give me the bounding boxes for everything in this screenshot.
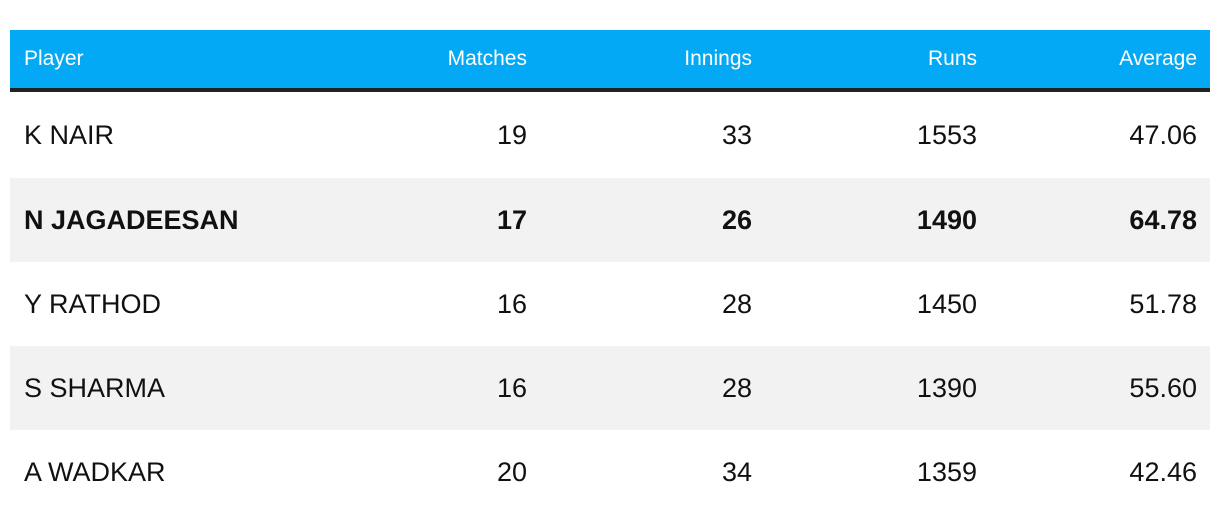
table-row: K NAIR 19 33 1553 47.06 (10, 92, 1210, 178)
player-cell: A WADKAR (24, 456, 166, 487)
innings-cell: 34 (721, 456, 752, 487)
innings-cell: 26 (721, 204, 752, 235)
table-row: A WADKAR 20 34 1359 42.46 (10, 430, 1210, 514)
column-header-innings: Innings (684, 47, 752, 70)
runs-cell: 1450 (916, 288, 977, 319)
player-cell: K NAIR (24, 119, 115, 150)
innings-cell: 33 (721, 119, 752, 150)
stats-table: Player Matches Innings Runs Average K NA… (10, 30, 1210, 514)
runs-cell: 1553 (916, 119, 977, 150)
player-cell: Y RATHOD (24, 288, 162, 319)
matches-cell: 17 (496, 204, 527, 235)
runs-cell: 1359 (916, 456, 977, 487)
column-header-player: Player (24, 47, 84, 70)
average-cell: 64.78 (1129, 204, 1197, 235)
average-cell: 51.78 (1129, 288, 1197, 319)
player-cell: S SHARMA (24, 372, 166, 403)
player-cell: N JAGADEESAN (24, 204, 239, 235)
matches-cell: 16 (496, 372, 527, 403)
innings-cell: 28 (721, 372, 752, 403)
column-header-matches: Matches (447, 47, 527, 70)
runs-cell: 1490 (916, 204, 977, 235)
table-row: Y RATHOD 16 28 1450 51.78 (10, 262, 1210, 346)
average-cell: 55.60 (1129, 372, 1197, 403)
column-header-runs: Runs (927, 47, 977, 70)
matches-cell: 16 (496, 288, 527, 319)
matches-cell: 19 (496, 119, 527, 150)
average-cell: 47.06 (1129, 119, 1197, 150)
average-cell: 42.46 (1129, 456, 1197, 487)
column-header-average: Average (1119, 47, 1197, 70)
table-body: K NAIR 19 33 1553 47.06 N JAGADEESAN 17 26 1490 6… (10, 92, 1210, 514)
table-row: N JAGADEESAN 17 26 1490 64.78 (10, 178, 1210, 262)
table-header-row: Player Matches Innings Runs Average (10, 30, 1210, 92)
matches-cell: 20 (496, 456, 527, 487)
innings-cell: 28 (721, 288, 752, 319)
runs-cell: 1390 (916, 372, 977, 403)
table-row: S SHARMA 16 28 1390 55.60 (10, 346, 1210, 430)
